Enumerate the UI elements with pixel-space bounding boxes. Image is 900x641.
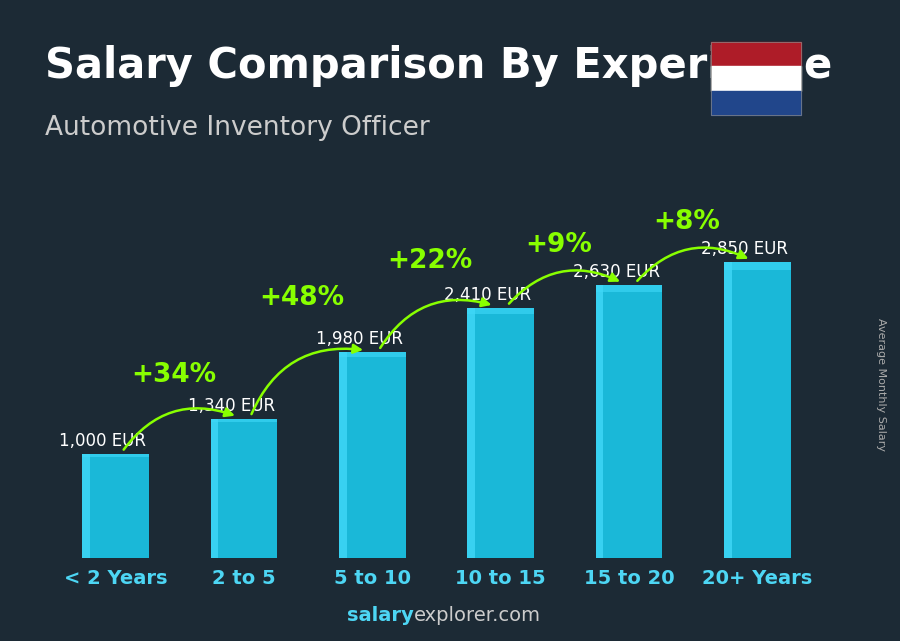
Bar [596,285,603,558]
Bar [596,285,662,292]
Text: 1,980 EUR: 1,980 EUR [316,330,403,348]
Bar [211,419,219,558]
Bar [467,308,534,558]
Text: explorer.com: explorer.com [414,606,541,625]
Text: +48%: +48% [259,285,345,311]
Text: 2,410 EUR: 2,410 EUR [445,286,531,304]
Text: +34%: +34% [130,362,216,388]
Bar [467,308,475,558]
Bar [724,262,791,558]
Text: salary: salary [347,606,414,625]
Bar [211,419,277,422]
Text: 1,000 EUR: 1,000 EUR [59,432,147,450]
Bar [339,353,346,558]
Text: +8%: +8% [653,209,720,235]
Text: +22%: +22% [388,247,472,274]
Text: +9%: +9% [525,232,592,258]
Bar [82,454,90,558]
Bar [339,353,406,558]
Bar [724,262,791,269]
Bar [339,353,406,358]
Bar [467,308,534,314]
Text: Salary Comparison By Experience: Salary Comparison By Experience [45,45,832,87]
Text: 1,340 EUR: 1,340 EUR [187,397,274,415]
Bar [211,419,277,558]
Text: 2,630 EUR: 2,630 EUR [572,263,660,281]
Bar [82,454,149,456]
Text: 2,850 EUR: 2,850 EUR [701,240,788,258]
Text: Average Monthly Salary: Average Monthly Salary [877,318,886,451]
Bar [82,454,149,558]
Bar [724,262,732,558]
Bar [596,285,662,558]
Text: Automotive Inventory Officer: Automotive Inventory Officer [45,115,430,142]
